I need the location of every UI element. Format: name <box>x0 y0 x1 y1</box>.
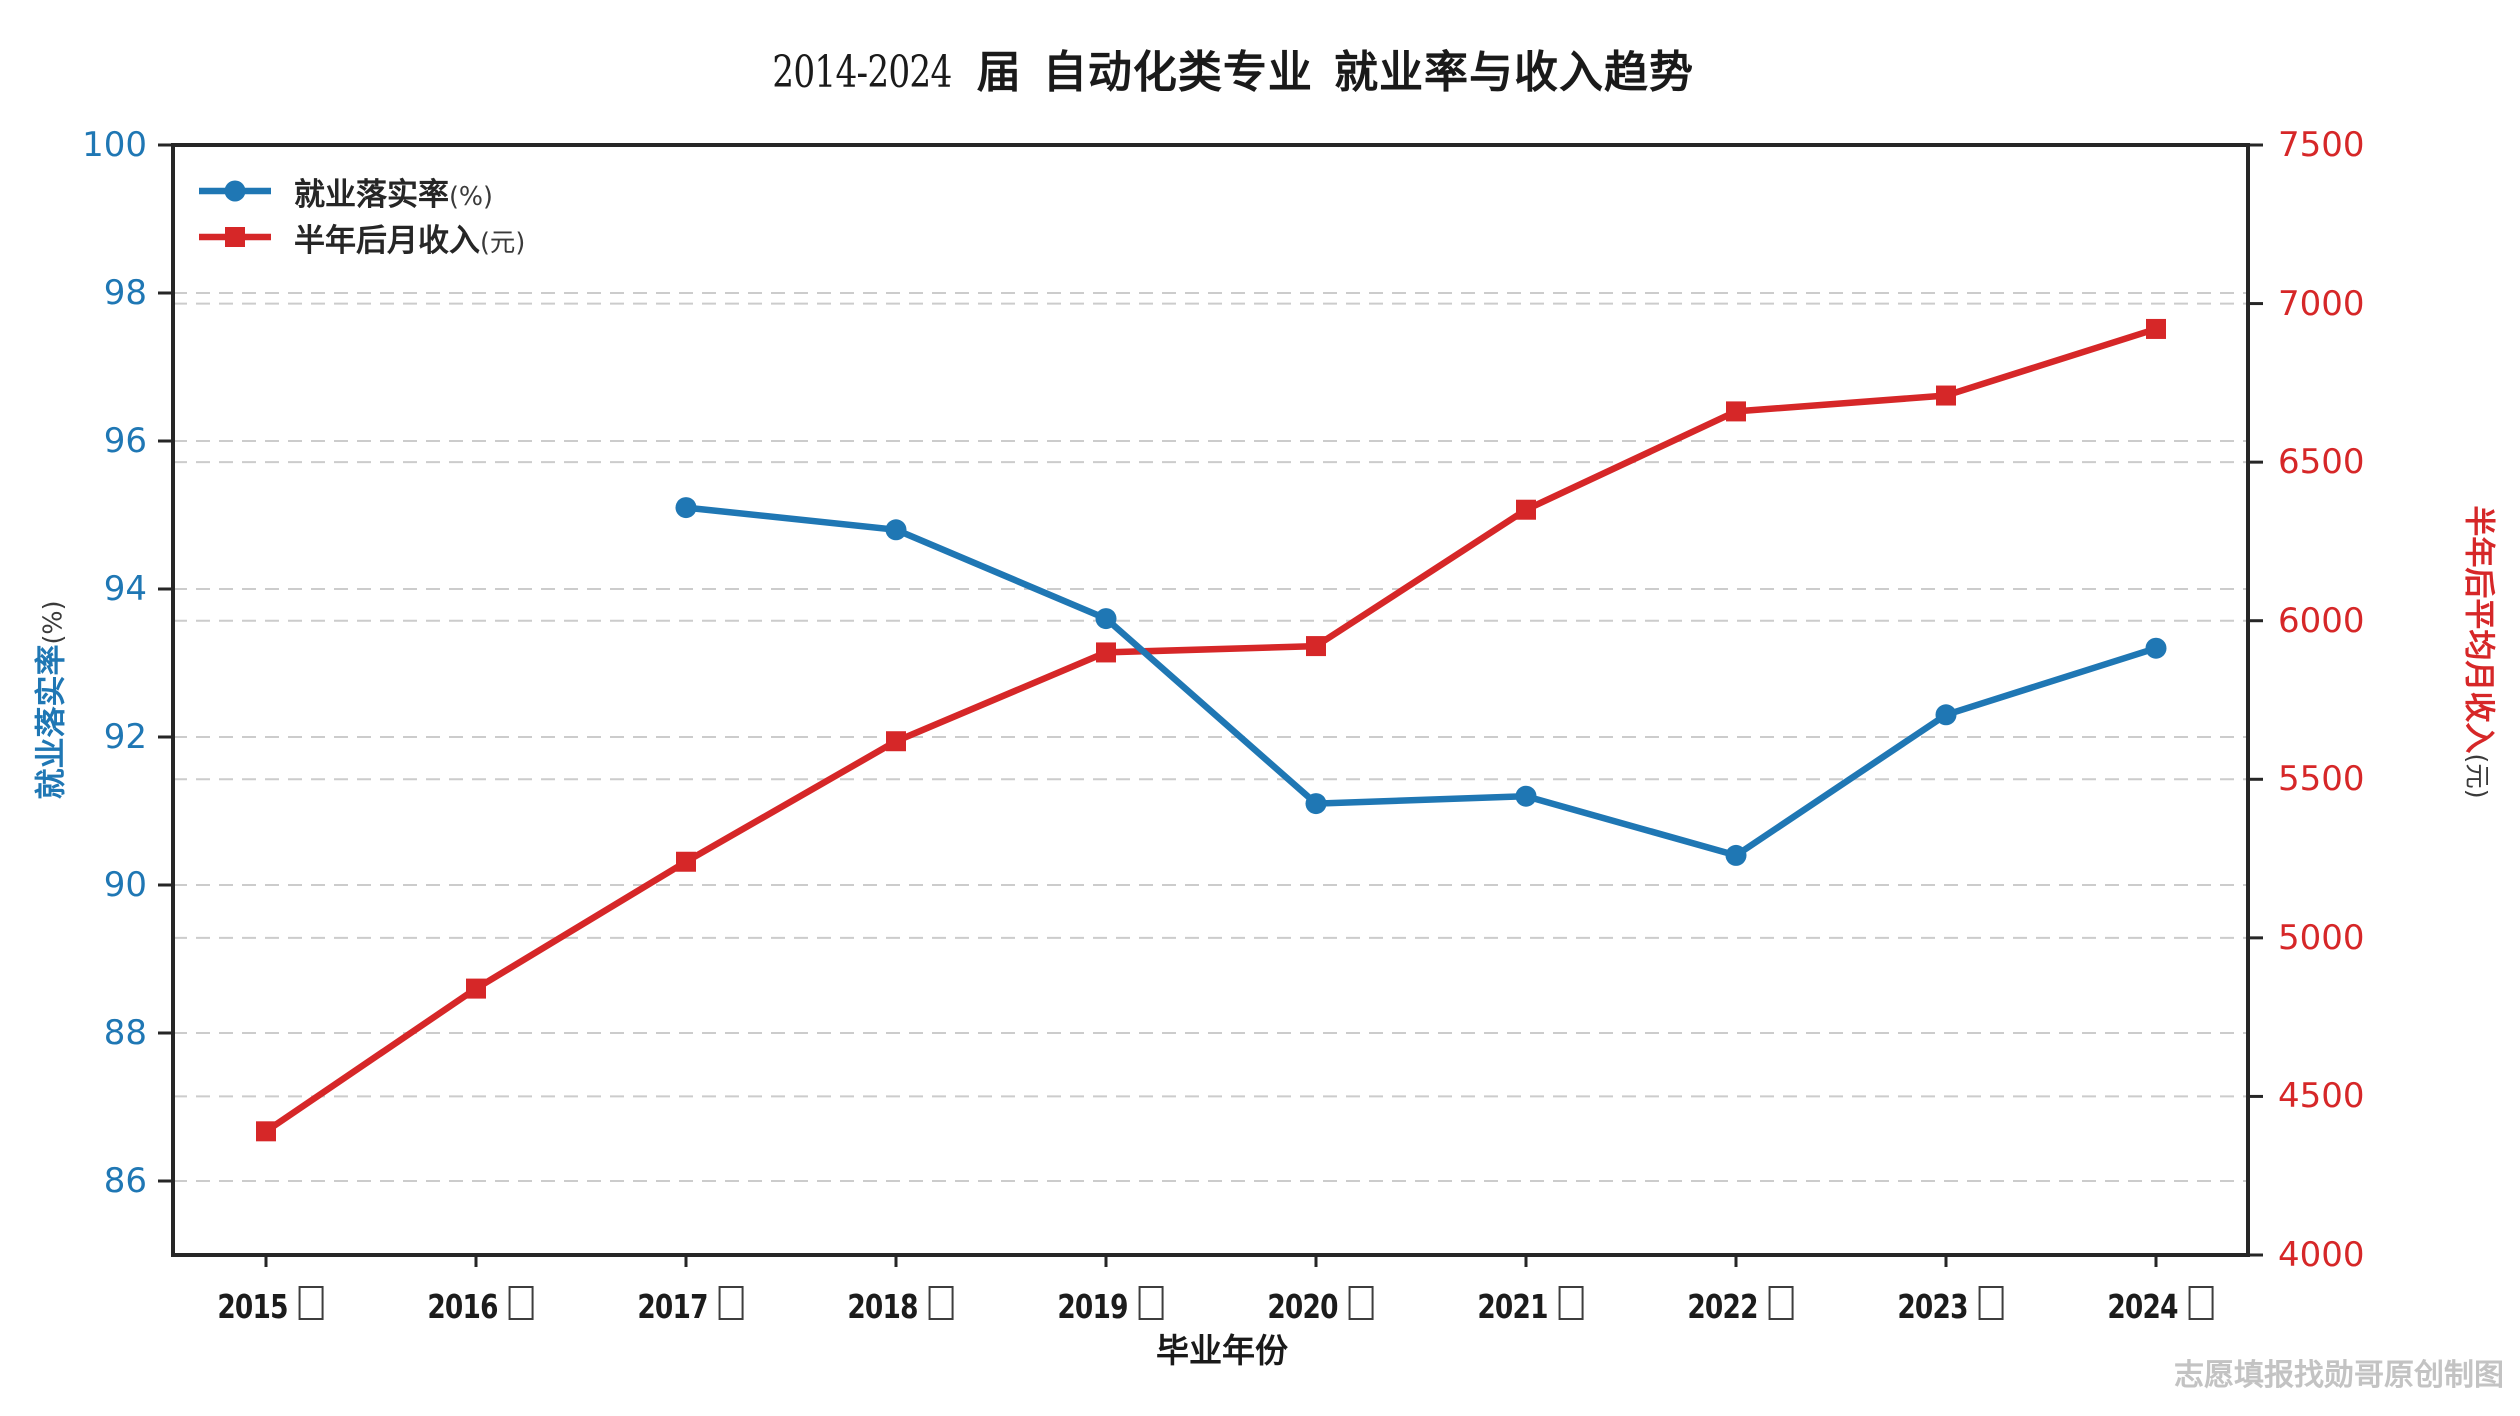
right-tick-label-6500: 6500 <box>2278 442 2365 483</box>
title-year-range: 2014-2024 <box>772 47 952 98</box>
x-tick-label-2017: 2017 <box>629 1286 744 1326</box>
x-tick-year: 2015 <box>217 1287 288 1326</box>
legend-item-employment-rate: 就业落实率(%) <box>196 168 525 214</box>
left-tick-label-88: 88 <box>103 1013 147 1053</box>
x-tick-label-2020: 2020 <box>1259 1286 1374 1326</box>
missing-glyph-jie-box <box>2188 1286 2214 1320</box>
left-tick-label-96: 96 <box>103 421 147 461</box>
right-axis-title: 半年后平均月收入(元) <box>2461 505 2497 799</box>
missing-glyph-jie-box <box>928 1286 954 1320</box>
x-tick-year: 2022 <box>1687 1287 1758 1326</box>
marker-square-income <box>2146 318 2166 339</box>
marker-square-income <box>1096 642 1116 663</box>
title-jie: 届 <box>976 48 1022 97</box>
marker-circle-employment-rate <box>1515 785 1537 807</box>
left-tick-label-86: 86 <box>103 1161 147 1201</box>
legend-item-income: 半年后月收入(元) <box>196 214 525 260</box>
legend-label-employment-rate: 就业落实率(%) <box>294 176 493 212</box>
marker-square-income <box>676 851 696 872</box>
right-tick-label-4500: 4500 <box>2278 1076 2365 1117</box>
marker-square-income <box>466 978 486 999</box>
left-axis-title: 就业落实率(%) <box>33 600 69 800</box>
x-tick-year: 2021 <box>1477 1287 1548 1326</box>
missing-glyph-jie-box <box>298 1286 324 1320</box>
watermark: 志愿填报找勋哥原创制图 <box>2174 1359 2504 1392</box>
missing-glyph-jie-box <box>508 1286 534 1320</box>
marker-square-income <box>1516 499 1536 520</box>
missing-glyph-jie-box <box>1978 1286 2004 1320</box>
right-tick-label-7000: 7000 <box>2278 283 2365 324</box>
left-tick-label-90: 90 <box>103 865 147 905</box>
x-tick-label-2021: 2021 <box>1469 1286 1584 1326</box>
x-tick-label-2016: 2016 <box>419 1286 534 1326</box>
marker-circle-employment-rate <box>885 519 907 541</box>
marker-square-income <box>1306 636 1326 657</box>
x-tick-label-2022: 2022 <box>1679 1286 1794 1326</box>
missing-glyph-jie-box <box>1138 1286 1164 1320</box>
axes-spines <box>171 143 2250 1257</box>
right-tick-label-4000: 4000 <box>2278 1235 2365 1275</box>
missing-glyph-jie-box <box>1558 1286 1584 1320</box>
legend-label-income: 半年后月收入(元) <box>294 222 526 258</box>
right-tick-label-7500: 7500 <box>2278 125 2365 165</box>
left-tick-label-98: 98 <box>103 273 147 313</box>
x-tick-label-2019: 2019 <box>1049 1286 1164 1326</box>
x-tick-label-2023: 2023 <box>1889 1286 2004 1326</box>
x-tick-year: 2016 <box>427 1287 498 1326</box>
x-tick-label-2024: 2024 <box>2099 1286 2214 1326</box>
title-major: 自动化类专业 <box>1042 48 1313 97</box>
marker-square-income <box>1726 401 1746 422</box>
left-tick-label-94: 94 <box>103 569 147 609</box>
legend-blue-line-circle-sample <box>199 180 271 202</box>
x-tick-year: 2023 <box>1897 1287 1968 1326</box>
right-tick-label-5000: 5000 <box>2278 917 2365 958</box>
marker-circle-employment-rate <box>1935 704 1957 726</box>
missing-glyph-jie-box <box>1348 1286 1374 1320</box>
marker-circle-employment-rate <box>1725 844 1747 866</box>
missing-glyph-jie-box <box>718 1286 744 1320</box>
title-topic: 就业率与收入趋势 <box>1334 48 1695 97</box>
marker-circle-employment-rate <box>1305 793 1327 815</box>
missing-glyph-jie-box <box>1768 1286 1794 1320</box>
right-tick-label-6000: 6000 <box>2278 600 2365 641</box>
marker-square-income <box>1936 385 1956 406</box>
x-tick-year: 2017 <box>637 1287 708 1326</box>
x-axis-title: 毕业年份 <box>1156 1332 1288 1369</box>
legend: 就业落实率(%) 半年后月收入(元) <box>196 168 525 260</box>
x-tick-year: 2018 <box>847 1287 918 1326</box>
marker-circle-employment-rate <box>1095 608 1117 630</box>
marker-circle-employment-rate <box>2145 637 2167 659</box>
left-tick-label-92: 92 <box>103 717 147 757</box>
series-line-income <box>262 325 2160 1135</box>
chart-title: 2014-2024 届自动化类专业 就业率与收入趋势 <box>0 36 2441 100</box>
x-tick-label-2018: 2018 <box>839 1286 954 1326</box>
marker-square-income <box>886 731 906 752</box>
marker-circle-employment-rate <box>675 497 697 519</box>
x-tick-year: 2019 <box>1057 1287 1128 1326</box>
legend-red-line-square-sample <box>199 227 271 247</box>
series-line-employment-rate <box>682 504 2160 859</box>
marker-square-income <box>256 1121 276 1142</box>
x-tick-year: 2020 <box>1267 1287 1338 1326</box>
right-tick-label-5500: 5500 <box>2278 759 2365 800</box>
left-tick-label-100: 100 <box>82 125 147 165</box>
x-tick-year: 2024 <box>2107 1287 2178 1326</box>
x-tick-label-2015: 2015 <box>209 1286 324 1326</box>
